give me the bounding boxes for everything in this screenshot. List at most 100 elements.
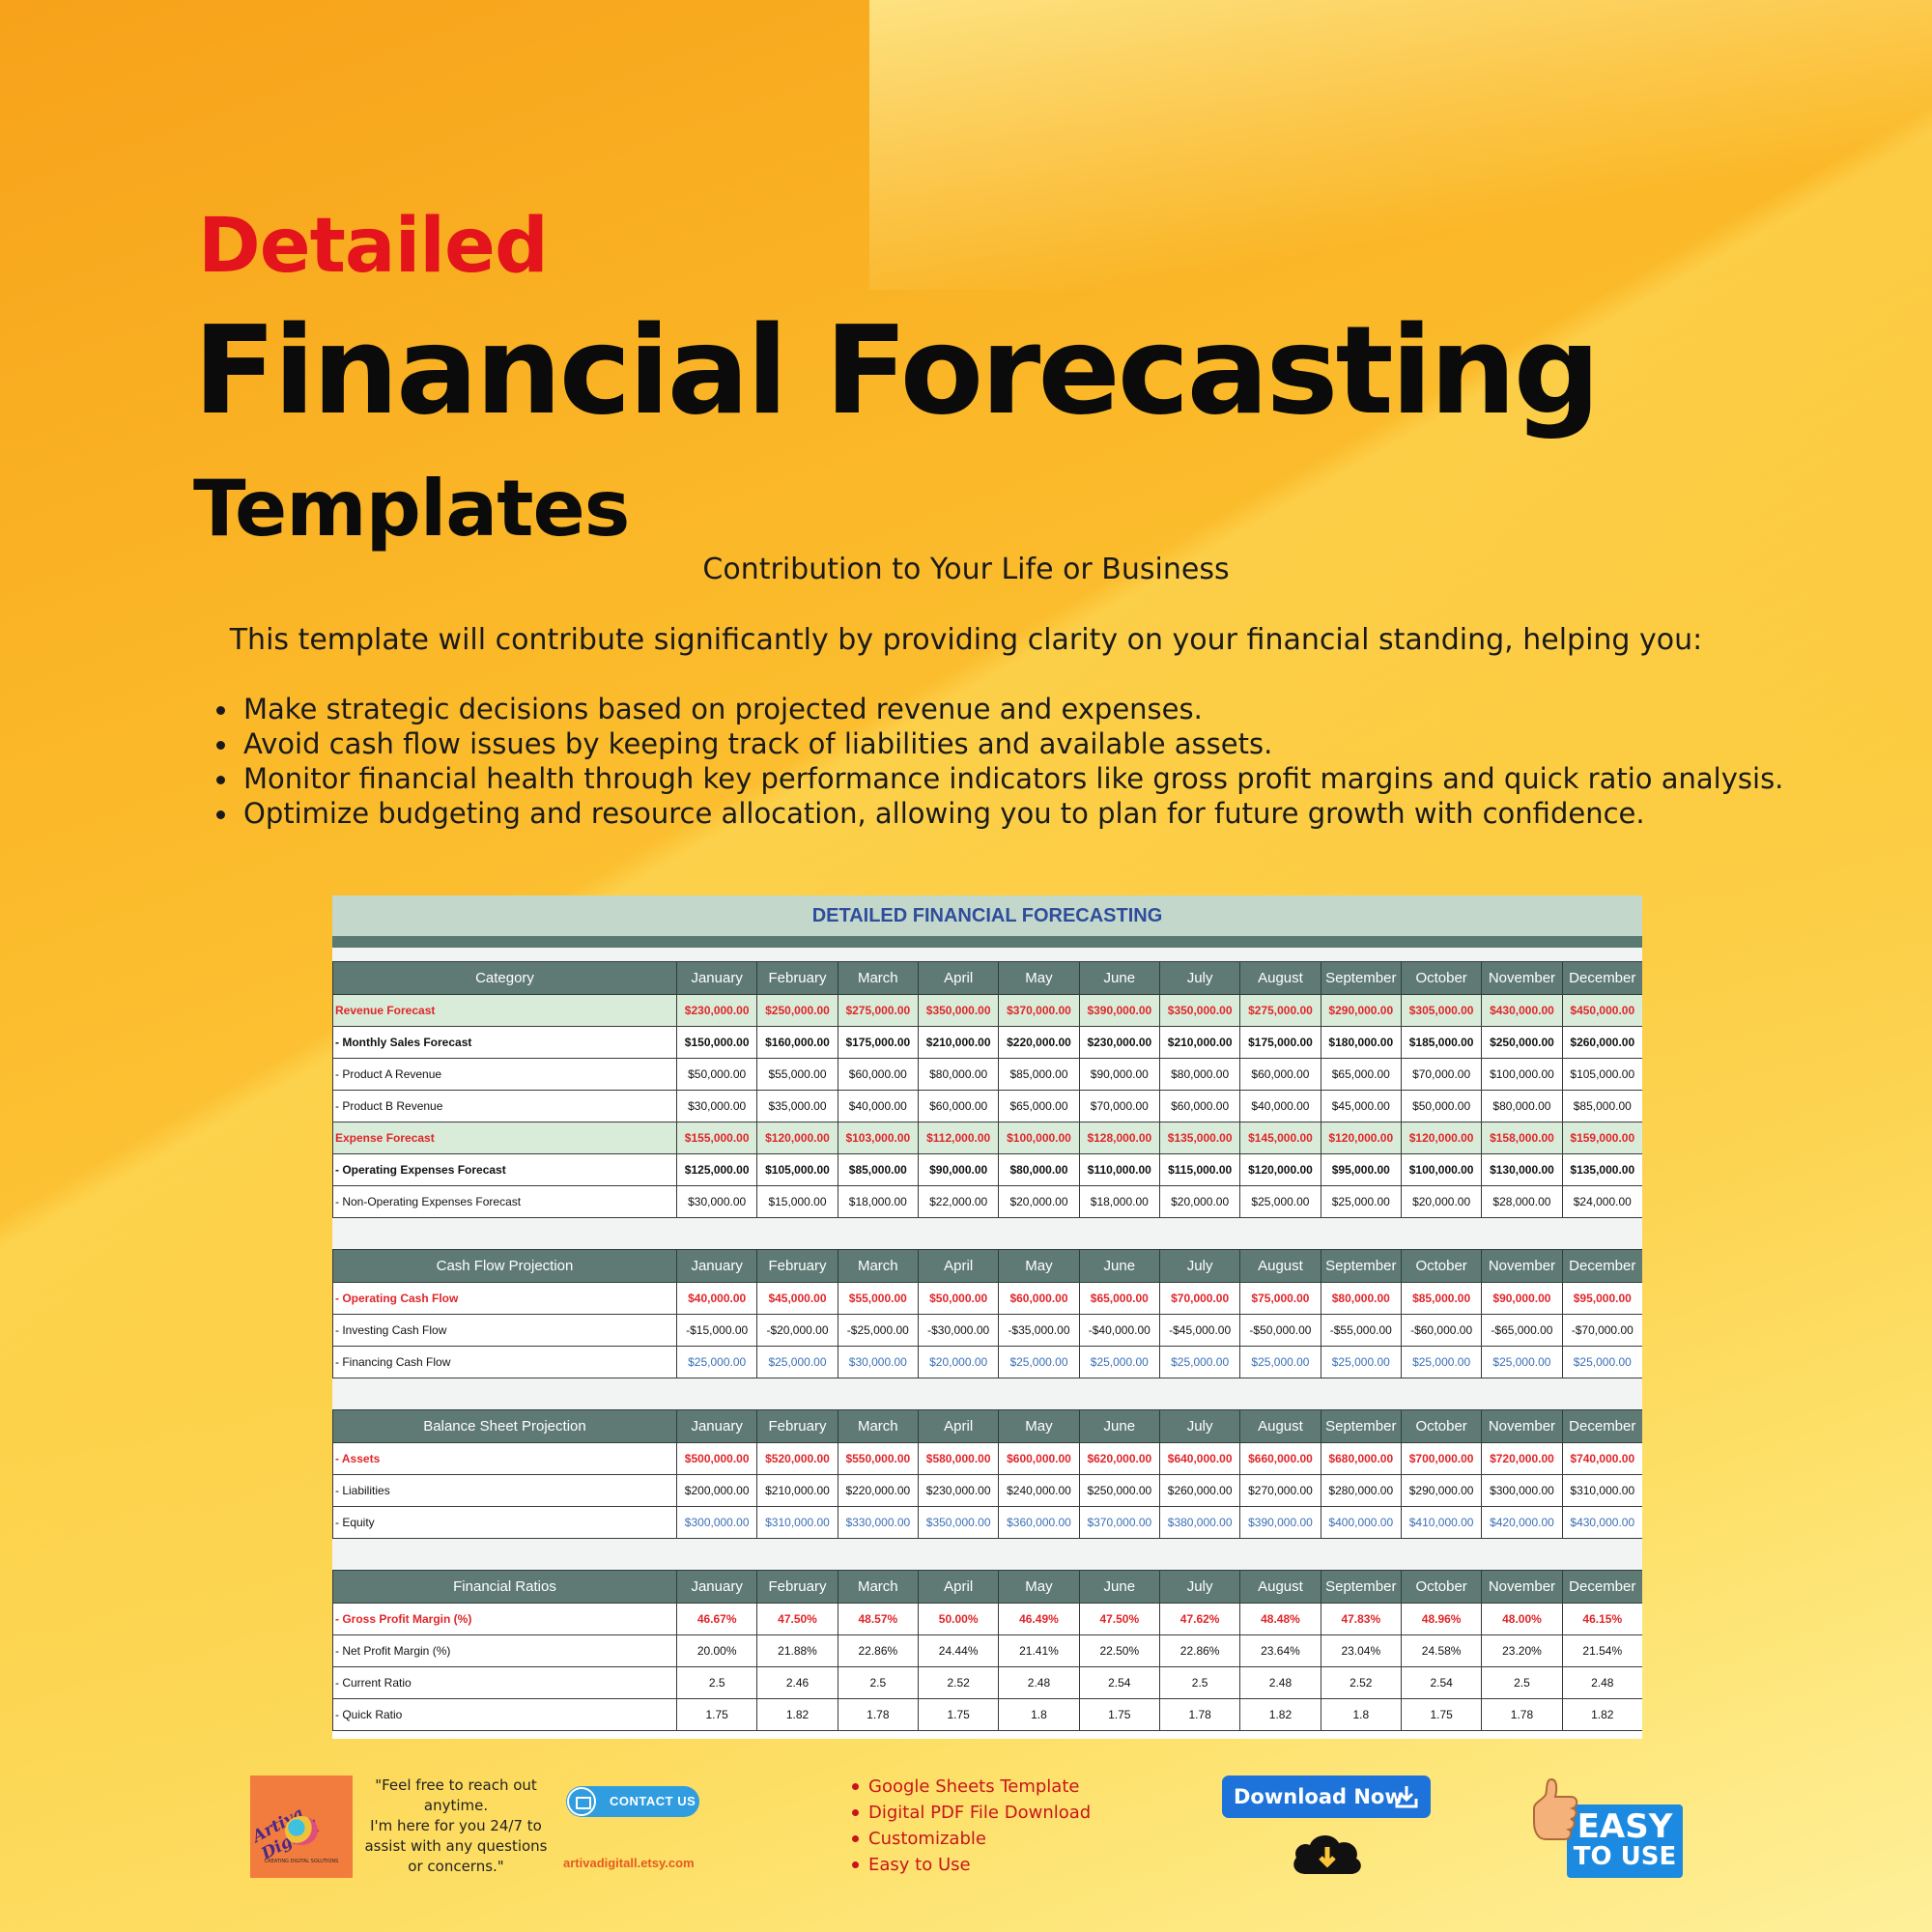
column-header: January [675,1249,758,1283]
column-header: January [675,1409,758,1443]
row-label: - Product A Revenue [332,1058,677,1091]
table-cell: $600,000.00 [998,1442,1080,1475]
column-header: Balance Sheet Projection [332,1409,677,1443]
contact-us-button[interactable]: CONTACT US [566,1786,699,1817]
table-cell: $275,000.00 [837,994,919,1027]
table-cell: $300,000.00 [1481,1474,1563,1507]
table-cell: $50,000.00 [917,1282,1000,1315]
table-row: - Assets $500,000.00 $520,000.00 $550,000.0… [332,1442,1642,1475]
benefit-item: Avoid cash flow issues by keeping track … [215,726,1783,761]
quote-line: "Feel free to reach out [375,1776,537,1794]
table-cell: $90,000.00 [1481,1282,1563,1315]
table-header-row: Balance Sheet Projection January February M… [332,1409,1642,1443]
row-label: Expense Forecast [332,1122,677,1154]
table-cell: $25,000.00 [1320,1346,1402,1378]
column-header: July [1158,961,1241,995]
column-header: Cash Flow Projection [332,1249,677,1283]
column-header: September [1320,1570,1402,1604]
column-header: July [1158,1570,1241,1604]
table-cell: $180,000.00 [1320,1026,1402,1059]
table-cell: $70,000.00 [1400,1058,1483,1091]
column-header: December [1561,961,1642,995]
table-cell: 46.15% [1561,1603,1642,1635]
column-header: October [1400,961,1483,995]
table-cell: $200,000.00 [675,1474,758,1507]
table-cell: $128,000.00 [1078,1122,1160,1154]
table-cell: $330,000.00 [837,1506,919,1539]
section-spacer [332,1539,1642,1570]
column-header: February [756,1570,838,1604]
table-cell: 2.5 [675,1666,758,1699]
quote-line: or concerns." [408,1858,504,1875]
table-cell: 2.48 [1239,1666,1321,1699]
table-cell: $65,000.00 [1320,1058,1402,1091]
table-cell: $520,000.00 [756,1442,838,1475]
table-cell: $120,000.00 [1400,1122,1483,1154]
table-cell: -$35,000.00 [998,1314,1080,1347]
column-header: December [1561,1409,1642,1443]
column-header: April [917,1570,1000,1604]
table-cell: $95,000.00 [1561,1282,1642,1315]
table-cell: $28,000.00 [1481,1185,1563,1218]
table-cell: 1.82 [756,1698,838,1731]
download-now-label: Download Now [1234,1785,1404,1808]
mail-icon [567,1787,596,1816]
artiva-digital-logo: Artiva Digital CREATING DIGITAL SOLUTION… [250,1776,353,1878]
table-cell: $85,000.00 [1561,1090,1642,1122]
table-cell: $100,000.00 [1400,1153,1483,1186]
etsy-shop-link[interactable]: artivadigitall.etsy.com [563,1856,695,1870]
table-cell: $120,000.00 [1239,1153,1321,1186]
table-cell: $380,000.00 [1158,1506,1241,1539]
table-row: - Gross Profit Margin (%) 46.67% 47.50% 48.… [332,1603,1642,1635]
table-cell: $50,000.00 [675,1058,758,1091]
table-cell: $390,000.00 [1239,1506,1321,1539]
table-cell: 23.20% [1481,1634,1563,1667]
table-cell: $45,000.00 [756,1282,838,1315]
table-cell: $275,000.00 [1239,994,1321,1027]
table-cell: $105,000.00 [1561,1058,1642,1091]
table-cell: $25,000.00 [756,1346,838,1378]
quote-line: I'm here for you 24/7 to [370,1817,542,1834]
table-cell: $80,000.00 [1320,1282,1402,1315]
table-cell: $20,000.00 [998,1185,1080,1218]
table-cell: 48.48% [1239,1603,1321,1635]
row-label: - Non-Operating Expenses Forecast [332,1185,677,1218]
table-cell: $18,000.00 [1078,1185,1160,1218]
table-cell: -$30,000.00 [917,1314,1000,1347]
table-cell: $400,000.00 [1320,1506,1402,1539]
column-header: March [837,1249,919,1283]
column-header: September [1320,1409,1402,1443]
table-cell: $550,000.00 [837,1442,919,1475]
table-cell: $158,000.00 [1481,1122,1563,1154]
download-now-button[interactable]: Download Now [1222,1776,1431,1818]
table-cell: $25,000.00 [1561,1346,1642,1378]
table-cell: 1.78 [1481,1698,1563,1731]
column-header: October [1400,1570,1483,1604]
table-cell: $22,000.00 [917,1185,1000,1218]
thumbs-up-icon [1533,1777,1578,1840]
column-header: September [1320,1249,1402,1283]
table-cell: $25,000.00 [675,1346,758,1378]
table-cell: $80,000.00 [1481,1090,1563,1122]
table-cell: 20.00% [675,1634,758,1667]
row-label: - Investing Cash Flow [332,1314,677,1347]
table-cell: $159,000.00 [1561,1122,1642,1154]
table-cell: $270,000.00 [1239,1474,1321,1507]
table-cell: $310,000.00 [1561,1474,1642,1507]
table-cell: $100,000.00 [1481,1058,1563,1091]
row-label: - Monthly Sales Forecast [332,1026,677,1059]
download-icon [1395,1786,1418,1808]
table-cell: $160,000.00 [756,1026,838,1059]
table-cell: $290,000.00 [1400,1474,1483,1507]
table-cell: 47.50% [1078,1603,1160,1635]
row-label: - Assets [332,1442,677,1475]
table-header-row: Cash Flow Projection January February March… [332,1249,1642,1283]
table-cell: $220,000.00 [837,1474,919,1507]
benefit-list: Make strategic decisions based on projec… [215,692,1783,831]
table-row: - Non-Operating Expenses Forecast $30,000… [332,1185,1642,1218]
quote-line: anytime. [423,1797,489,1814]
table-cell: $130,000.00 [1481,1153,1563,1186]
logo-tagline: CREATING DIGITAL SOLUTIONS [264,1859,339,1864]
table-cell: $25,000.00 [1239,1346,1321,1378]
sheet-spacer [332,948,1642,961]
